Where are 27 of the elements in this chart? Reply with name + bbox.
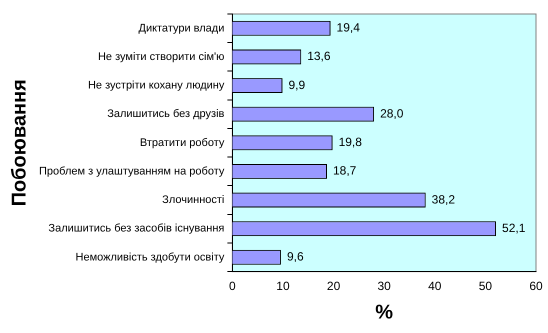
x-axis-title: % bbox=[375, 302, 394, 324]
x-tick-label: 20 bbox=[326, 279, 341, 294]
data-label: 9,6 bbox=[286, 250, 304, 264]
y-tick-label: Залишитись без засобів існування bbox=[48, 222, 224, 235]
y-tick-label: Не зустріти кохану людину bbox=[88, 80, 225, 92]
data-label: 18,7 bbox=[333, 164, 357, 178]
x-tick-label: 40 bbox=[428, 279, 442, 294]
y-axis-title: Побоювання bbox=[8, 79, 31, 206]
x-tick-label: 60 bbox=[529, 279, 543, 294]
y-tick-label: Проблем з улаштуванням на роботу bbox=[38, 165, 225, 178]
x-tick-label: 50 bbox=[478, 279, 492, 294]
data-label: 19,4 bbox=[336, 20, 360, 35]
y-tick-label: Неможливість здобути освіту bbox=[76, 251, 225, 264]
y-tick-label: Втратити роботу bbox=[140, 136, 225, 149]
x-tick-label: 30 bbox=[378, 279, 392, 294]
y-tick-label: Диктатури влади bbox=[138, 22, 224, 34]
y-tick-label: Злочинності bbox=[162, 194, 224, 206]
data-label: 13,6 bbox=[307, 49, 331, 64]
y-tick-label: Залишитись без друзів bbox=[107, 108, 225, 120]
data-label: 9,9 bbox=[288, 78, 306, 92]
x-tick-label: 0 bbox=[229, 279, 236, 294]
data-label: 38,2 bbox=[432, 192, 456, 206]
data-label: 28,0 bbox=[380, 106, 404, 120]
x-tick-label: 10 bbox=[276, 279, 290, 294]
data-label: 52,1 bbox=[502, 220, 526, 235]
data-label: 19,8 bbox=[338, 135, 362, 150]
y-tick-label: Не зуміти створити сім'ю bbox=[98, 50, 224, 63]
